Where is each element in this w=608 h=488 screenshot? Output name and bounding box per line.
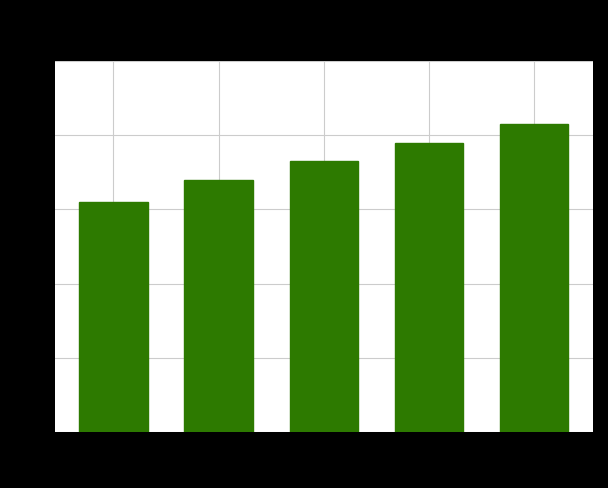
Bar [289, 161, 358, 432]
Bar [500, 124, 568, 432]
Bar [184, 180, 253, 432]
Bar [79, 202, 148, 432]
Bar [395, 142, 463, 432]
